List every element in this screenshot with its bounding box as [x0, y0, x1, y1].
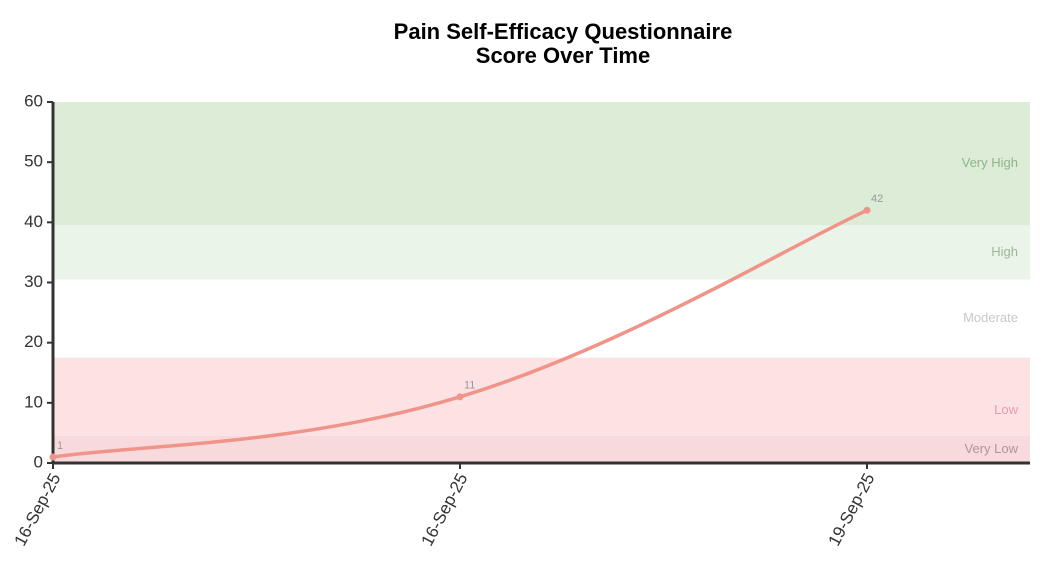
y-tick-label: 50 — [24, 152, 43, 171]
data-point — [456, 393, 464, 401]
x-tick-label: 16-Sep-25 — [10, 470, 64, 549]
band-label: Very High — [962, 155, 1018, 170]
band — [53, 225, 1030, 280]
data-point — [49, 453, 57, 461]
band-label: Moderate — [963, 310, 1018, 325]
band-label: Low — [994, 402, 1018, 417]
y-tick-label: 60 — [24, 91, 43, 110]
y-tick-label: 10 — [24, 392, 43, 411]
data-label: 1 — [57, 440, 63, 452]
data-label: 11 — [464, 380, 475, 392]
band-label: High — [991, 244, 1018, 259]
y-tick-label: 0 — [34, 452, 43, 471]
data-point — [863, 206, 871, 214]
band-label: Very Low — [965, 441, 1019, 456]
chart-title: Score Over Time — [476, 43, 650, 68]
band — [53, 279, 1030, 358]
band — [53, 102, 1030, 226]
x-tick-label: 16-Sep-25 — [417, 470, 471, 549]
chart-title: Pain Self-Efficacy Questionnaire — [394, 19, 733, 44]
band — [53, 435, 1030, 463]
y-tick-label: 30 — [24, 272, 43, 291]
y-tick-label: 40 — [24, 212, 43, 231]
x-tick-label: 19-Sep-25 — [824, 470, 878, 549]
y-tick-label: 20 — [24, 332, 43, 351]
data-label: 42 — [871, 193, 883, 205]
